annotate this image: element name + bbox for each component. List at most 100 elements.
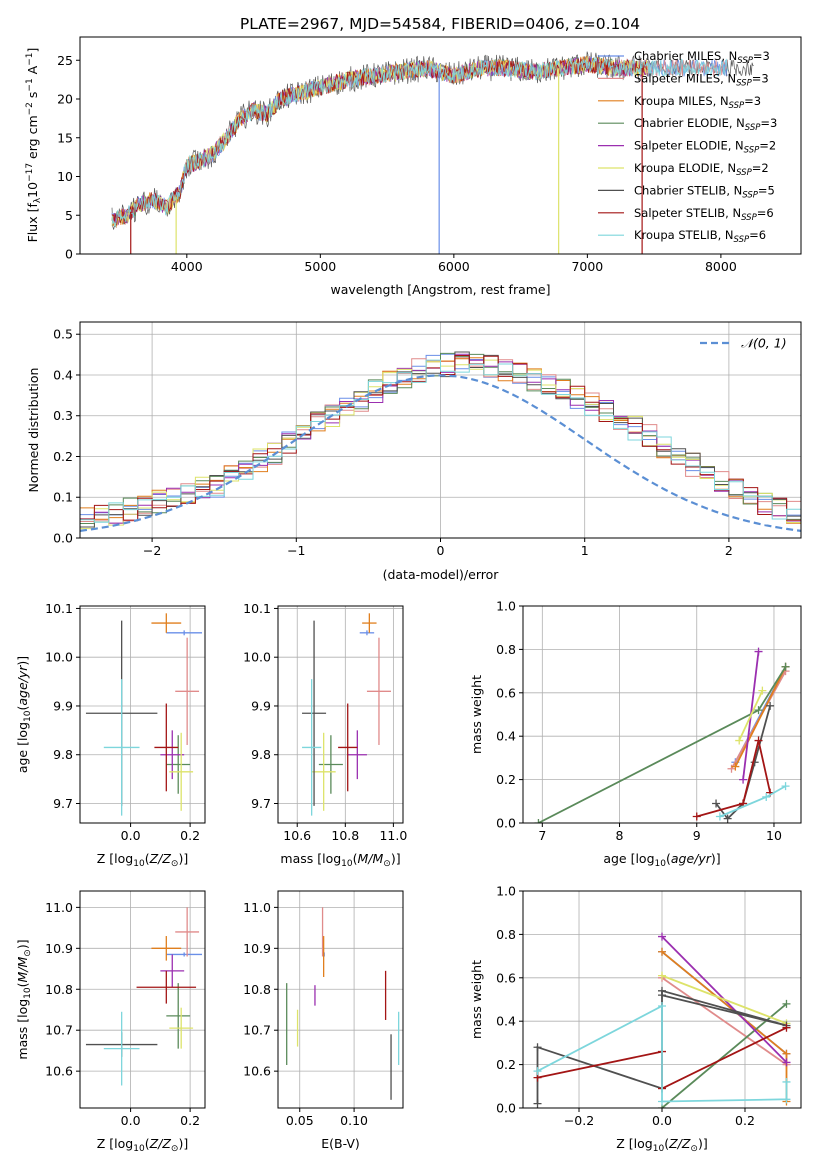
legend-entry: 𝒩(0, 1) xyxy=(741,336,787,351)
y-tick-label: 10.8 xyxy=(45,982,73,997)
plot-area-mass_vs_EBV xyxy=(278,891,403,1108)
chart-layer: 4000 5000 6000 7000 80000510152025wavelength… xyxy=(15,36,802,1154)
y-tick-label: 1.0 xyxy=(496,884,516,899)
y-tick-label: 9.7 xyxy=(53,796,73,811)
panel-massweight_vs_Z: −0.2 0.0 0.2 0.0 0.2 0.4 0.6 0.8 1.0 mass weight Z… xyxy=(469,884,802,1154)
x-tick-label: 9 xyxy=(693,828,701,843)
label-part: 10 xyxy=(23,987,33,999)
figure-title: PLATE=2967, MJD=54584, FIBERID=0406, z=0… xyxy=(240,15,640,33)
label-part: ( xyxy=(145,1136,150,1151)
x-tick-label: 0.10 xyxy=(340,1113,368,1128)
legend-value: =5 xyxy=(758,183,775,197)
label-part: ⊙ xyxy=(23,949,33,957)
y-tick-label: 0.3 xyxy=(53,408,73,423)
y-tick-label: 0.6 xyxy=(496,685,516,700)
weight-point-marker xyxy=(754,706,763,715)
x-axis-label: wavelength [Angstrom, rest frame] xyxy=(330,282,550,297)
label-part: ⊙ xyxy=(383,859,391,869)
y-tick-label: 9.9 xyxy=(53,698,73,713)
legend-subscript: SSP xyxy=(737,56,753,66)
legend-text: Kroupa ELODIE, N xyxy=(634,161,736,175)
label-part: −2 xyxy=(25,102,35,115)
y-tick-label: 10.8 xyxy=(243,982,271,997)
y-tick-label: 10.6 xyxy=(45,1064,73,1079)
x-tick-label: 10.8 xyxy=(331,828,359,843)
y-tick-label: 10.0 xyxy=(45,650,73,665)
legend-subscript: SSP xyxy=(742,190,758,200)
label-part: λ xyxy=(33,197,43,203)
legend-entry: Chabrier ELODIE, NSSP=3 xyxy=(634,116,777,133)
legend-value: =3 xyxy=(752,71,769,85)
y-tick-label: 0.8 xyxy=(496,642,516,657)
axes-frame xyxy=(79,605,206,824)
plot-area-massweight_vs_Z xyxy=(523,891,801,1108)
weight-point-marker xyxy=(782,1095,791,1104)
weight-point-marker xyxy=(735,736,744,745)
weight-point-marker xyxy=(715,812,724,821)
label-part: ( xyxy=(15,706,30,711)
legend-subscript: SSP xyxy=(729,101,745,111)
x-axis-label: Z [log10(Z/Z⊙)] xyxy=(97,851,188,869)
legend-text: Chabrier STELIB, N xyxy=(634,183,742,197)
legend-entry: Kroupa ELODIE, NSSP=2 xyxy=(634,161,769,178)
y-tick-label: 11.0 xyxy=(243,900,271,915)
weight-point-marker xyxy=(754,647,763,656)
y-axis-label: mass [log10(M/M⊙)] xyxy=(15,939,33,1059)
weight-point-marker xyxy=(739,775,748,784)
weight-point-marker xyxy=(782,1058,791,1067)
y-tick-label: 0.0 xyxy=(496,1101,516,1116)
legend-value: =6 xyxy=(757,206,774,220)
axes-frame xyxy=(79,36,802,255)
label-part: ] xyxy=(25,48,40,53)
axes-frame xyxy=(79,890,206,1109)
legend-entry: Chabrier MILES, NSSP=3 xyxy=(634,49,770,66)
y-tick-label: 10.0 xyxy=(243,650,271,665)
x-tick-label: 10 xyxy=(766,828,782,843)
x-tick-label: 7000 xyxy=(571,259,603,274)
y-tick-label: 9.8 xyxy=(53,747,73,762)
panel-age_vs_mass: 10.6 10.8 11.0 9.7 9.8 9.9 10.0 10.1 mass [log10… xyxy=(243,601,407,869)
plot-area-mass_vs_Z xyxy=(80,891,205,1108)
label-part: )] xyxy=(178,851,188,866)
label-part: 10 xyxy=(133,1144,145,1154)
weight-point-marker xyxy=(658,947,666,956)
label-part: Z/Z xyxy=(149,851,172,866)
x-tick-label: 0.0 xyxy=(652,1113,672,1128)
weight-point-marker xyxy=(782,1049,791,1058)
y-tick-label: 0.2 xyxy=(496,772,516,787)
weight-point-marker xyxy=(782,999,791,1008)
x-tick-label: 1 xyxy=(581,543,589,558)
weight-point-marker xyxy=(534,819,543,823)
legend-value: =3 xyxy=(760,116,777,130)
legend-entry: Salpeter MILES, NSSP=3 xyxy=(634,71,769,88)
axes-frame xyxy=(277,605,404,824)
label-part: )] xyxy=(711,851,721,866)
panel-spectrum: 4000 5000 6000 7000 8000 0 5 10 15 20 25 wavelength… xyxy=(25,36,802,297)
x-tick-label: 4000 xyxy=(171,259,203,274)
y-tick-label: 0.2 xyxy=(496,1057,516,1072)
y-tick-label: 0.0 xyxy=(53,531,73,546)
y-tick-label: 0.0 xyxy=(496,816,516,831)
legend-subscript: SSP xyxy=(734,235,750,245)
x-tick-label: 0.0 xyxy=(121,828,141,843)
y-tick-label: 25 xyxy=(57,53,73,68)
legend-text: Chabrier MILES, N xyxy=(634,49,737,63)
weight-series-line xyxy=(696,740,771,818)
label-part: −1 xyxy=(25,78,35,91)
label-part: )] xyxy=(15,939,30,949)
label-part: s xyxy=(25,92,40,103)
legend-subscript: SSP xyxy=(744,146,760,156)
y-axis-label: Flux [fλ10−17 erg cm−2 s−1 A−1] xyxy=(25,48,43,243)
x-tick-label: 8 xyxy=(616,828,624,843)
label-part: 10 xyxy=(341,859,353,869)
y-tick-label: 10.1 xyxy=(45,601,73,616)
legend-value: =2 xyxy=(759,139,776,153)
weight-point-marker xyxy=(658,932,666,941)
weight-point-marker xyxy=(723,814,732,823)
label-part: ( xyxy=(666,851,671,866)
label-part: −1 xyxy=(25,53,35,66)
plot-area-massweight_vs_age xyxy=(523,606,801,823)
x-axis-label: Z [log10(Z/Z⊙)] xyxy=(616,1136,707,1154)
y-tick-label: 10.7 xyxy=(45,1023,73,1038)
x-axis-label: Z [log10(Z/Z⊙)] xyxy=(97,1136,188,1154)
